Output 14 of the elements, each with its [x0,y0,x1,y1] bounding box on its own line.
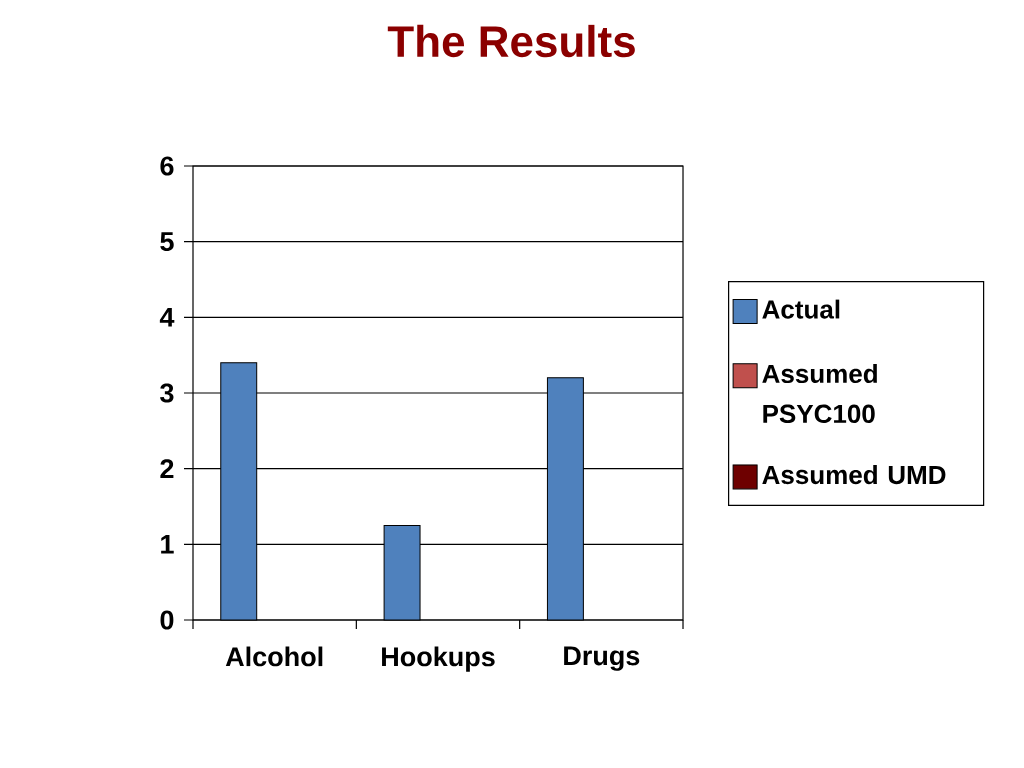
y-tick-label: 1 [161,535,174,554]
y-tick-label: 2 [160,459,174,479]
x-tick-label: Hookups [382,646,495,672]
x-tick-label: Drugs [564,646,640,671]
x-tick-label: Alcohol [225,646,323,667]
y-tick-label: 4 [159,308,175,327]
legend-label: Assumed UMD [762,465,946,485]
legend-label: Assumed PSYC100 [762,363,877,424]
y-tick-label: 6 [160,156,174,176]
legend-label: Actual [762,299,840,319]
y-tick-label: 0 [160,610,174,630]
chart-title: The Results [387,24,635,58]
y-tick-label: 3 [160,383,174,403]
y-tick-label: 5 [160,232,174,252]
